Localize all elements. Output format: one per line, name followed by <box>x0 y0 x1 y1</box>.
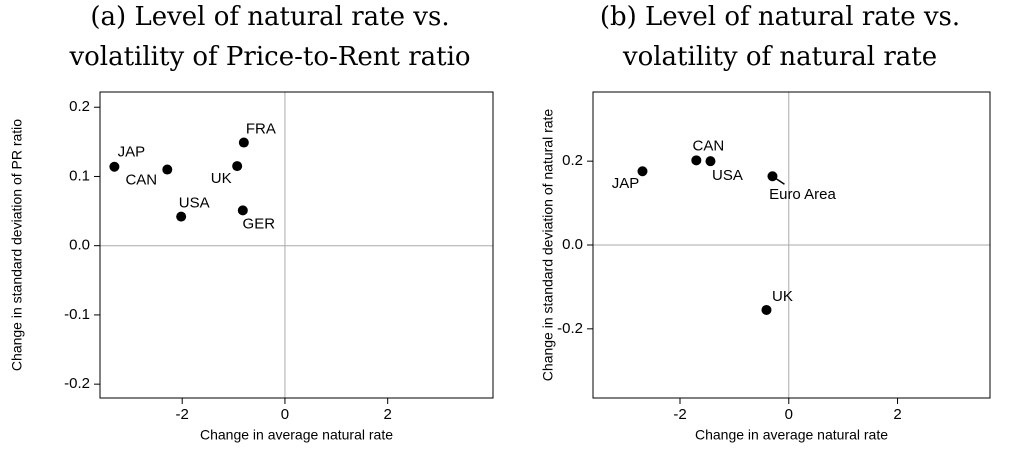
y-tick-label: 0.1 <box>69 167 90 184</box>
point-label: CAN <box>692 137 724 154</box>
point-label: USA <box>179 195 210 212</box>
x-tick-label: 2 <box>384 406 392 423</box>
plot-frame <box>99 91 494 399</box>
point <box>238 137 249 148</box>
chart-title: (a) Level of natural rate vs. <box>90 2 449 32</box>
point <box>176 211 187 222</box>
point-label: JAP <box>612 175 640 192</box>
point-label: GER <box>243 215 276 232</box>
point-label: CAN <box>125 172 157 189</box>
chart-title: volatility of natural rate <box>622 42 937 72</box>
y-tick-label: -0.2 <box>64 375 90 392</box>
point <box>237 205 248 216</box>
x-tick-label: 0 <box>281 406 289 423</box>
y-axis-label: Change in standard deviation of PR ratio <box>9 119 25 371</box>
chart-title: (b) Level of natural rate vs. <box>600 2 960 32</box>
point <box>691 155 702 166</box>
x-tick-label: -2 <box>673 406 686 423</box>
chart-title: volatility of Price-to-Rent ratio <box>68 42 470 72</box>
point-label: FRA <box>246 121 276 138</box>
x-tick-label: 2 <box>893 406 901 423</box>
y-tick-label: -0.1 <box>64 306 90 323</box>
point-label: JAP <box>118 144 146 161</box>
point-label: USA <box>712 167 743 184</box>
point <box>637 166 648 177</box>
x-axis-label: Change in average natural rate <box>695 427 888 443</box>
point <box>109 161 120 172</box>
point <box>232 161 243 172</box>
x-tick-label: -2 <box>176 406 189 423</box>
point-label: UK <box>211 170 232 187</box>
point-label: UK <box>772 288 793 305</box>
y-tick-label: -0.2 <box>557 320 583 337</box>
point-label: Euro Area <box>769 186 836 203</box>
leader-line <box>772 175 785 185</box>
x-axis-label: Change in average natural rate <box>200 427 393 443</box>
point <box>162 164 173 175</box>
y-tick-label: 0.2 <box>69 98 90 115</box>
point <box>761 304 772 315</box>
y-tick-label: 0.0 <box>69 237 90 254</box>
point <box>705 156 716 167</box>
x-tick-label: 0 <box>785 406 793 423</box>
y-axis-label: Change in standard deviation of natural … <box>540 109 556 382</box>
y-tick-label: 0.2 <box>562 152 583 169</box>
y-tick-label: 0.0 <box>562 236 583 253</box>
